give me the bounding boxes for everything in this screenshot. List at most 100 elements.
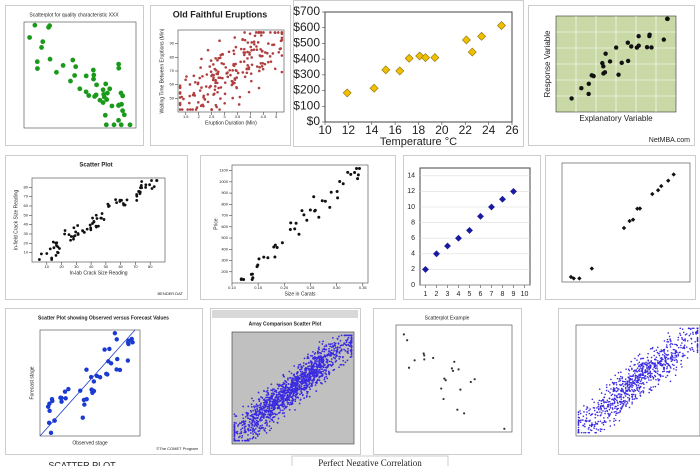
thumbnail[interactable] [200, 155, 396, 300]
decor-dot [251, 437, 254, 440]
decor-dot [595, 431, 597, 434]
thumbnail[interactable] [150, 5, 291, 146]
decor-dot [644, 377, 647, 380]
decor-dot [625, 403, 628, 405]
decor-dot [259, 62, 263, 65]
decor-dot [631, 388, 633, 391]
decor-dot [270, 407, 273, 410]
result-caption: SCATTER PLOT [48, 460, 116, 466]
decor-dot [691, 348, 694, 351]
decor-dot [107, 205, 110, 208]
decor-dot [621, 388, 624, 391]
decor-dot [264, 429, 266, 432]
decor-dot [595, 422, 597, 425]
decor-dot [266, 423, 268, 426]
x-tick-label: 10 [45, 264, 50, 269]
decor-dot [586, 91, 591, 97]
decor-dot [652, 378, 655, 380]
decor-dot [660, 362, 662, 365]
decor-dot [673, 368, 675, 370]
decor-dot [669, 356, 672, 358]
decor-dot [249, 45, 253, 49]
decor-dot [696, 349, 699, 352]
decor-dot [275, 395, 278, 398]
decor-dot [603, 407, 606, 410]
decor-dot [336, 346, 339, 349]
decor-dot [691, 346, 693, 349]
decor-dot [340, 348, 343, 351]
thumbnail[interactable] [545, 155, 696, 300]
decor-dot [669, 339, 672, 341]
decor-dot [246, 57, 249, 60]
decor-dot [614, 407, 616, 409]
decor-dot [233, 435, 236, 438]
decor-dot [690, 337, 692, 340]
decor-dot [56, 250, 59, 254]
decor-dot [668, 364, 671, 367]
decor-dot [182, 97, 185, 101]
decor-dot [684, 338, 686, 341]
decor-dot [307, 365, 309, 368]
decor-dot [263, 409, 266, 412]
decor-dot [278, 385, 280, 388]
thumbnail-title: Scatter Plot [79, 163, 112, 169]
decor-dot [277, 412, 280, 414]
decor-dot [209, 70, 213, 74]
decor-dot [313, 374, 315, 377]
decor-dot [259, 31, 263, 34]
decor-dot [664, 352, 666, 355]
decor-dot [636, 367, 639, 369]
decor-dot [651, 362, 653, 365]
decor-dot [628, 398, 631, 401]
decor-dot [184, 78, 187, 82]
decor-dot [582, 424, 584, 427]
decor-dot [255, 45, 258, 48]
decor-dot [607, 401, 610, 403]
decor-dot [280, 399, 282, 402]
decor-dot [645, 367, 648, 369]
decor-dot [600, 408, 602, 411]
decor-dot [277, 50, 281, 54]
decor-dot [308, 382, 311, 385]
decor-dot [626, 402, 629, 404]
decor-dot [630, 217, 636, 222]
decor-dot [663, 370, 666, 372]
decor-dot [593, 409, 596, 412]
decor-dot [661, 370, 664, 373]
decor-dot [613, 381, 616, 384]
decor-dot [657, 360, 659, 362]
decor-dot [253, 405, 255, 408]
decor-dot [642, 357, 645, 360]
thumbnail[interactable] [403, 155, 541, 300]
decor-dot [659, 357, 662, 359]
decor-dot [613, 388, 615, 390]
decor-dot [637, 206, 643, 211]
decor-dot [661, 364, 664, 367]
thumbnail[interactable] [5, 308, 203, 455]
decor-dot [114, 198, 118, 202]
decor-dot [95, 225, 98, 229]
thumbnail[interactable] [373, 308, 522, 455]
decor-dot [647, 362, 649, 364]
decor-dot [299, 398, 302, 401]
decor-dot [625, 387, 627, 390]
decor-dot [674, 352, 677, 355]
decor-dot [300, 385, 303, 388]
decor-dot [97, 375, 103, 380]
decor-dot [328, 354, 331, 357]
decor-dot [342, 359, 345, 362]
decor-dot [256, 435, 259, 437]
x-tick-label: 7 [490, 291, 494, 298]
decor-dot [633, 379, 636, 382]
decor-dot [255, 419, 258, 422]
decor-dot [279, 395, 282, 398]
decor-dot [631, 378, 634, 380]
decor-dot [39, 45, 44, 50]
decor-dot [637, 381, 639, 384]
decor-dot [607, 416, 609, 419]
decor-dot [250, 411, 253, 413]
decor-dot [275, 393, 278, 396]
decor-dot [241, 427, 244, 430]
decor-dot [297, 385, 300, 388]
decor-dot [353, 170, 357, 174]
